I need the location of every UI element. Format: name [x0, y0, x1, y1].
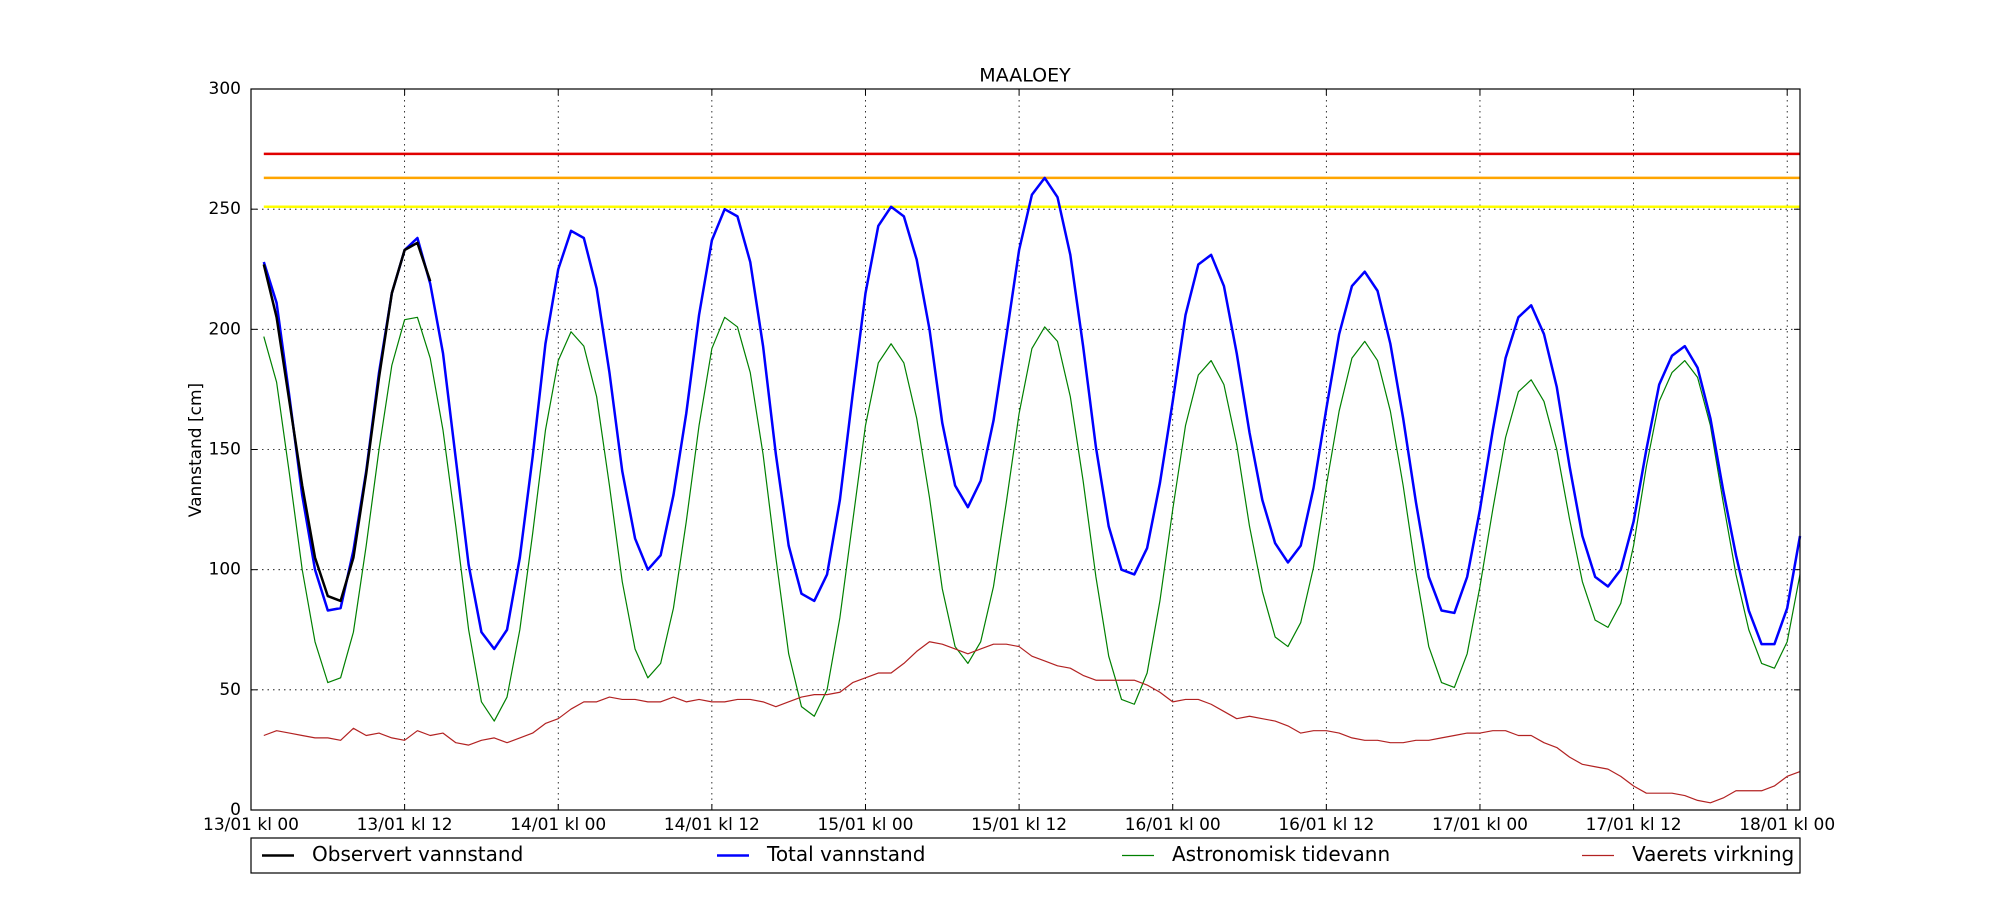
x-tick-label: 17/01 kl 00 [1432, 815, 1528, 835]
x-tick-label: 15/01 kl 12 [971, 815, 1067, 835]
legend-text: Vaerets virkning [1632, 842, 1794, 866]
legend-text: Total vannstand [766, 842, 925, 866]
x-tick-label: 17/01 kl 12 [1586, 815, 1682, 835]
x-tick-label: 13/01 kl 00 [203, 815, 299, 835]
series-line [263, 316, 1801, 722]
y-tick-label: 50 [219, 680, 241, 700]
y-tick-label: 0 [230, 800, 241, 820]
series-line [263, 641, 1801, 804]
plot-frame [250, 88, 1801, 811]
x-tick-label: 16/01 kl 12 [1278, 815, 1374, 835]
series-line [262, 176, 1802, 651]
y-tick-label: 250 [209, 199, 241, 219]
y-tick-label: 150 [209, 440, 241, 460]
x-tick-label: 16/01 kl 00 [1125, 815, 1221, 835]
legend-text: Astronomisk tidevann [1172, 842, 1390, 866]
y-axis-label: Vannstand [cm] [186, 383, 206, 517]
y-tick-label: 200 [209, 319, 241, 339]
y-tick-label: 100 [209, 560, 241, 580]
x-tick-label: 15/01 kl 00 [817, 815, 913, 835]
legend-box [250, 837, 1801, 874]
y-tick-label: 300 [209, 79, 241, 99]
series-line [262, 241, 432, 603]
x-tick-label: 14/01 kl 00 [510, 815, 606, 835]
legend-text: Observert vannstand [312, 842, 523, 866]
chart-title: MAALOEY [979, 65, 1071, 87]
x-tick-label: 13/01 kl 12 [357, 815, 453, 835]
x-tick-label: 14/01 kl 12 [664, 815, 760, 835]
x-tick-label: 18/01 kl 00 [1739, 815, 1835, 835]
